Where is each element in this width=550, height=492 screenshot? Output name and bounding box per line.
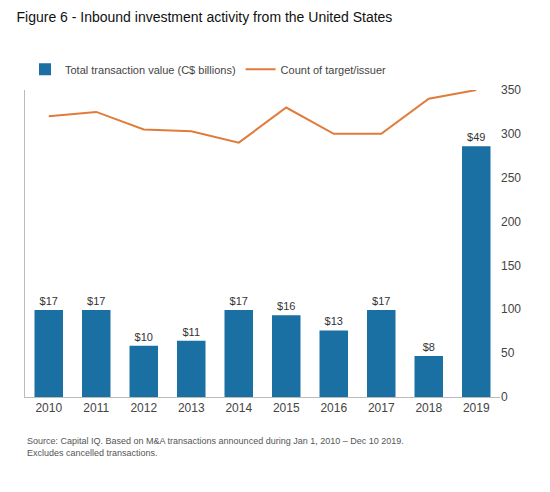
svg-text:250: 250 — [501, 171, 521, 185]
svg-text:350: 350 — [501, 83, 521, 97]
svg-text:2015: 2015 — [273, 401, 300, 415]
svg-text:$17: $17 — [87, 295, 105, 307]
svg-text:$17: $17 — [230, 295, 248, 307]
svg-text:Figure 6 - Inbound investment: Figure 6 - Inbound investment activity f… — [17, 9, 393, 25]
svg-text:300: 300 — [501, 127, 521, 141]
svg-text:2018: 2018 — [415, 401, 442, 415]
svg-text:200: 200 — [501, 215, 521, 229]
svg-text:2010: 2010 — [35, 401, 62, 415]
svg-text:2019: 2019 — [463, 401, 490, 415]
svg-text:2012: 2012 — [130, 401, 157, 415]
svg-text:$13: $13 — [325, 315, 343, 327]
svg-text:50: 50 — [501, 346, 515, 360]
svg-text:2014: 2014 — [225, 401, 252, 415]
svg-text:$49: $49 — [467, 131, 485, 143]
svg-text:100: 100 — [501, 302, 521, 316]
svg-text:$16: $16 — [277, 300, 295, 312]
svg-text:Total transaction value (C$ bi: Total transaction value (C$ billions) — [65, 64, 236, 76]
svg-text:$10: $10 — [135, 331, 153, 343]
svg-text:2011: 2011 — [83, 401, 109, 415]
svg-text:Source: Capital IQ. Based on M: Source: Capital IQ. Based on M&A transac… — [27, 436, 404, 458]
svg-text:$17: $17 — [372, 295, 390, 307]
svg-text:150: 150 — [501, 259, 521, 273]
svg-text:$17: $17 — [40, 295, 58, 307]
svg-text:2017: 2017 — [368, 401, 395, 415]
svg-text:$8: $8 — [423, 341, 435, 353]
svg-text:Count of target/issuer: Count of target/issuer — [281, 64, 387, 76]
svg-text:$11: $11 — [182, 326, 200, 338]
svg-text:0: 0 — [501, 390, 508, 404]
svg-text:2013: 2013 — [178, 401, 205, 415]
svg-text:2016: 2016 — [320, 401, 347, 415]
